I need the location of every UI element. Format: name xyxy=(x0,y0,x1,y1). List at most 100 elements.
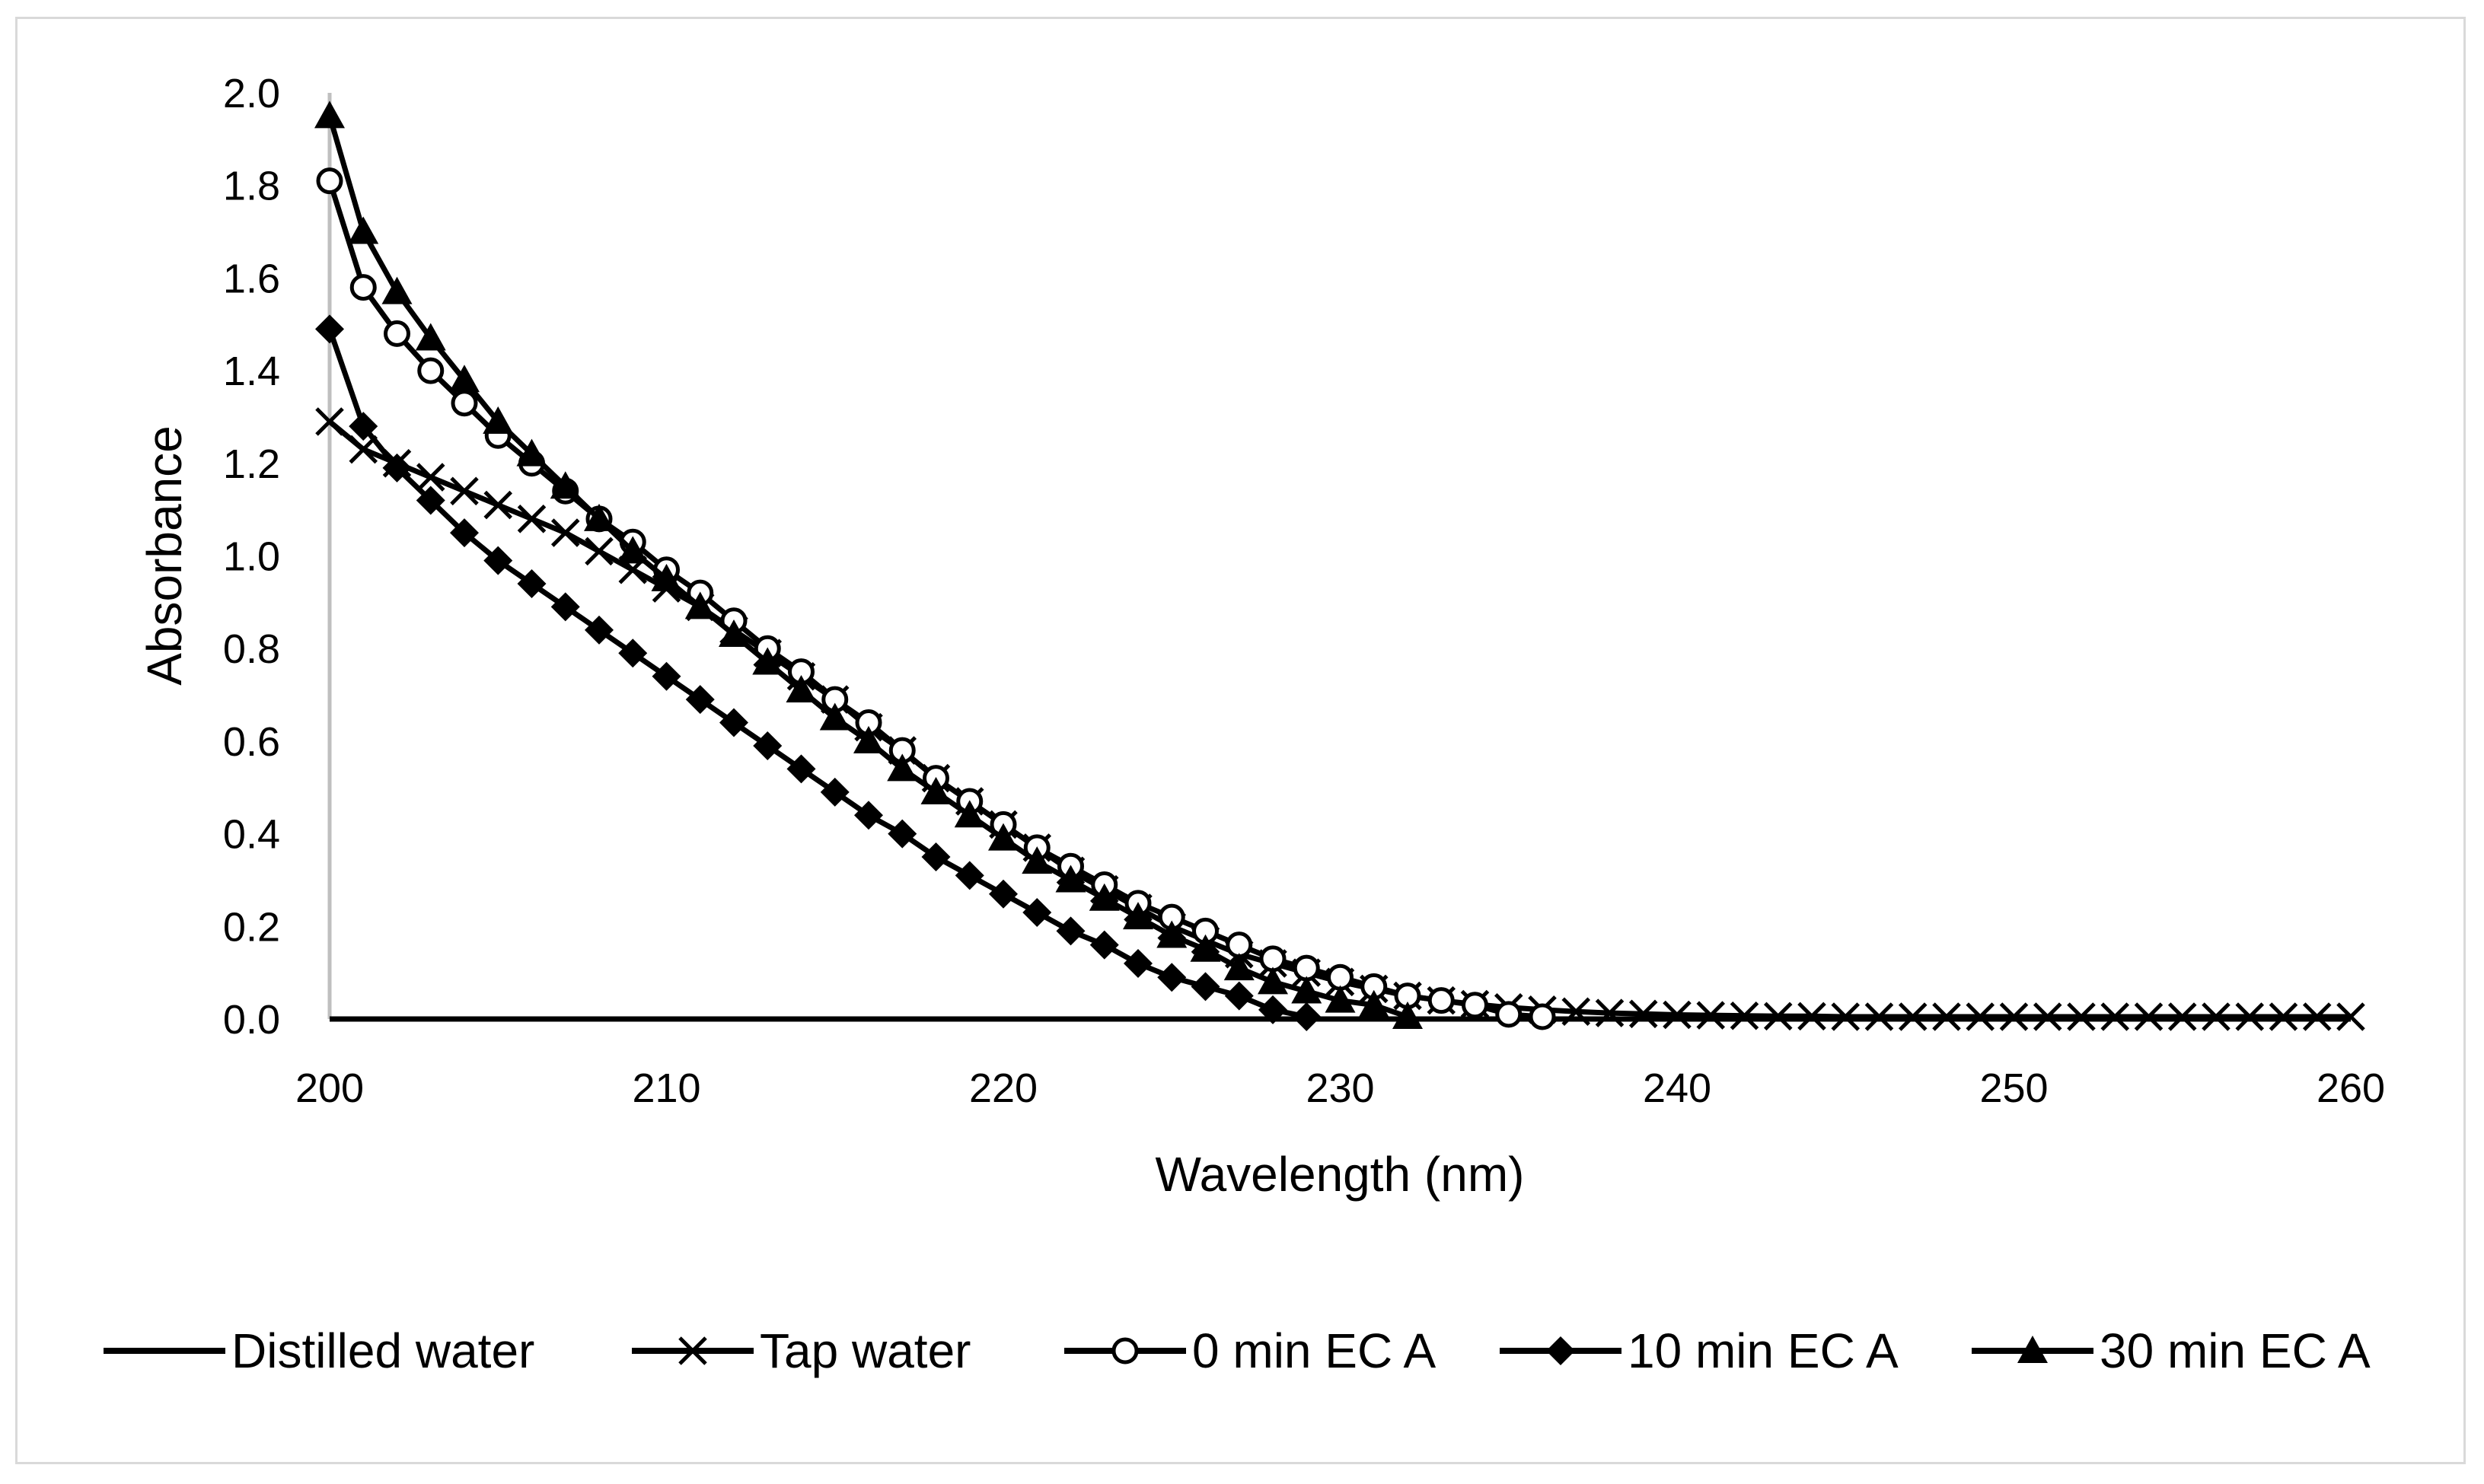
data-point xyxy=(753,731,783,760)
data-point xyxy=(820,777,850,807)
data-point xyxy=(1055,865,1086,893)
data-point xyxy=(1056,916,1086,946)
legend-label: 10 min EC A xyxy=(1628,1323,1899,1378)
data-point xyxy=(989,879,1018,909)
series-lines xyxy=(314,100,2365,1031)
data-point xyxy=(384,320,410,347)
data-point xyxy=(1529,1003,1556,1030)
data-point xyxy=(1224,981,1254,1011)
data-point xyxy=(1190,934,1221,962)
data-point xyxy=(585,615,614,645)
data-point xyxy=(921,842,951,872)
x-tick-labels: 200 210 220 230 240 250 260 xyxy=(295,1065,2385,1111)
data-point xyxy=(483,546,513,575)
data-point xyxy=(1292,1002,1322,1031)
legend-item: Tap water xyxy=(632,1323,971,1378)
data-point xyxy=(416,463,445,492)
data-point xyxy=(1696,1001,1726,1030)
series-10-min-ec-a xyxy=(315,314,1322,1031)
data-point xyxy=(685,685,715,715)
data-point xyxy=(348,216,379,244)
data-point xyxy=(955,861,984,890)
x-tick-label: 230 xyxy=(1306,1065,1374,1111)
data-point xyxy=(786,754,816,784)
data-point xyxy=(617,536,649,564)
data-point xyxy=(1730,1001,1759,1030)
x-tick-label: 210 xyxy=(632,1065,700,1111)
x-tick-label: 220 xyxy=(969,1065,1038,1111)
data-point xyxy=(2067,1002,2096,1031)
data-point xyxy=(618,639,648,668)
data-point xyxy=(1358,989,1389,1017)
data-point xyxy=(2134,1002,2164,1031)
data-point xyxy=(1898,1002,1928,1031)
legend-item: 0 min EC A xyxy=(1064,1323,1436,1378)
data-point xyxy=(516,438,547,467)
data-point xyxy=(1966,1002,1995,1031)
data-point xyxy=(349,412,378,441)
y-axis-title: Absorbance xyxy=(137,425,192,686)
legend-item: 30 min EC A xyxy=(1972,1323,2371,1378)
data-point xyxy=(550,471,581,499)
data-point xyxy=(920,776,952,804)
y-tick-label: 0.6 xyxy=(223,719,280,765)
data-point xyxy=(1022,846,1053,874)
data-point xyxy=(819,702,850,731)
data-point xyxy=(1797,1002,1826,1031)
x-axis-title: Wavelength (nm) xyxy=(1156,1147,1525,1202)
legend-label: Tap water xyxy=(760,1323,971,1378)
legend-marker xyxy=(2017,1336,2048,1363)
data-point xyxy=(1157,963,1187,992)
x-tick-label: 250 xyxy=(1979,1065,2048,1111)
data-point xyxy=(1628,999,1658,1029)
data-point xyxy=(316,167,343,195)
x-tick-label: 260 xyxy=(2317,1065,2385,1111)
data-point xyxy=(1392,1001,1423,1029)
data-point xyxy=(1258,995,1287,1024)
data-point xyxy=(1763,1002,1793,1031)
data-point xyxy=(1325,985,1356,1013)
y-tick-labels: 0.0 0.2 0.4 0.6 0.8 1.0 1.2 1.4 1.6 1.8 2.0 xyxy=(223,71,280,1043)
data-point xyxy=(584,503,614,531)
data-point xyxy=(954,800,985,828)
series-0-min-ec-a xyxy=(316,167,1556,1030)
y-tick-label: 0.4 xyxy=(223,812,280,858)
data-point xyxy=(684,591,716,619)
data-point xyxy=(2269,1002,2298,1031)
legend-label: 30 min EC A xyxy=(2100,1323,2371,1378)
y-tick-label: 1.4 xyxy=(223,349,280,394)
data-point xyxy=(853,725,884,753)
data-point xyxy=(483,406,514,435)
data-point xyxy=(786,674,817,702)
data-point xyxy=(483,490,513,520)
x-tick-label: 200 xyxy=(295,1065,364,1111)
data-point xyxy=(450,518,479,548)
data-point xyxy=(315,314,344,344)
data-point xyxy=(315,407,344,436)
data-point xyxy=(417,357,445,384)
data-point xyxy=(415,323,446,351)
data-point xyxy=(1495,1001,1523,1028)
data-point xyxy=(1223,953,1255,981)
data-point xyxy=(1089,883,1120,911)
data-point xyxy=(2167,1002,2197,1031)
legend-marker xyxy=(1111,1337,1139,1365)
series-line xyxy=(327,180,1543,1020)
data-point xyxy=(1427,987,1455,1014)
data-point xyxy=(416,486,445,515)
data-point xyxy=(1258,967,1288,995)
chart-frame xyxy=(15,17,2466,1464)
legend-item: Distilled water xyxy=(104,1323,534,1378)
data-point xyxy=(1831,1002,1861,1031)
data-point xyxy=(1864,1002,1894,1031)
y-tick-label: 1.6 xyxy=(223,256,280,301)
x-tick-label: 240 xyxy=(1643,1065,1711,1111)
y-tick-label: 1.0 xyxy=(223,534,280,580)
data-point xyxy=(451,390,478,417)
legend-label: 0 min EC A xyxy=(1192,1323,1436,1378)
data-point xyxy=(719,708,748,737)
data-point xyxy=(988,823,1019,851)
series-line xyxy=(327,419,2351,1020)
data-point xyxy=(550,592,580,622)
